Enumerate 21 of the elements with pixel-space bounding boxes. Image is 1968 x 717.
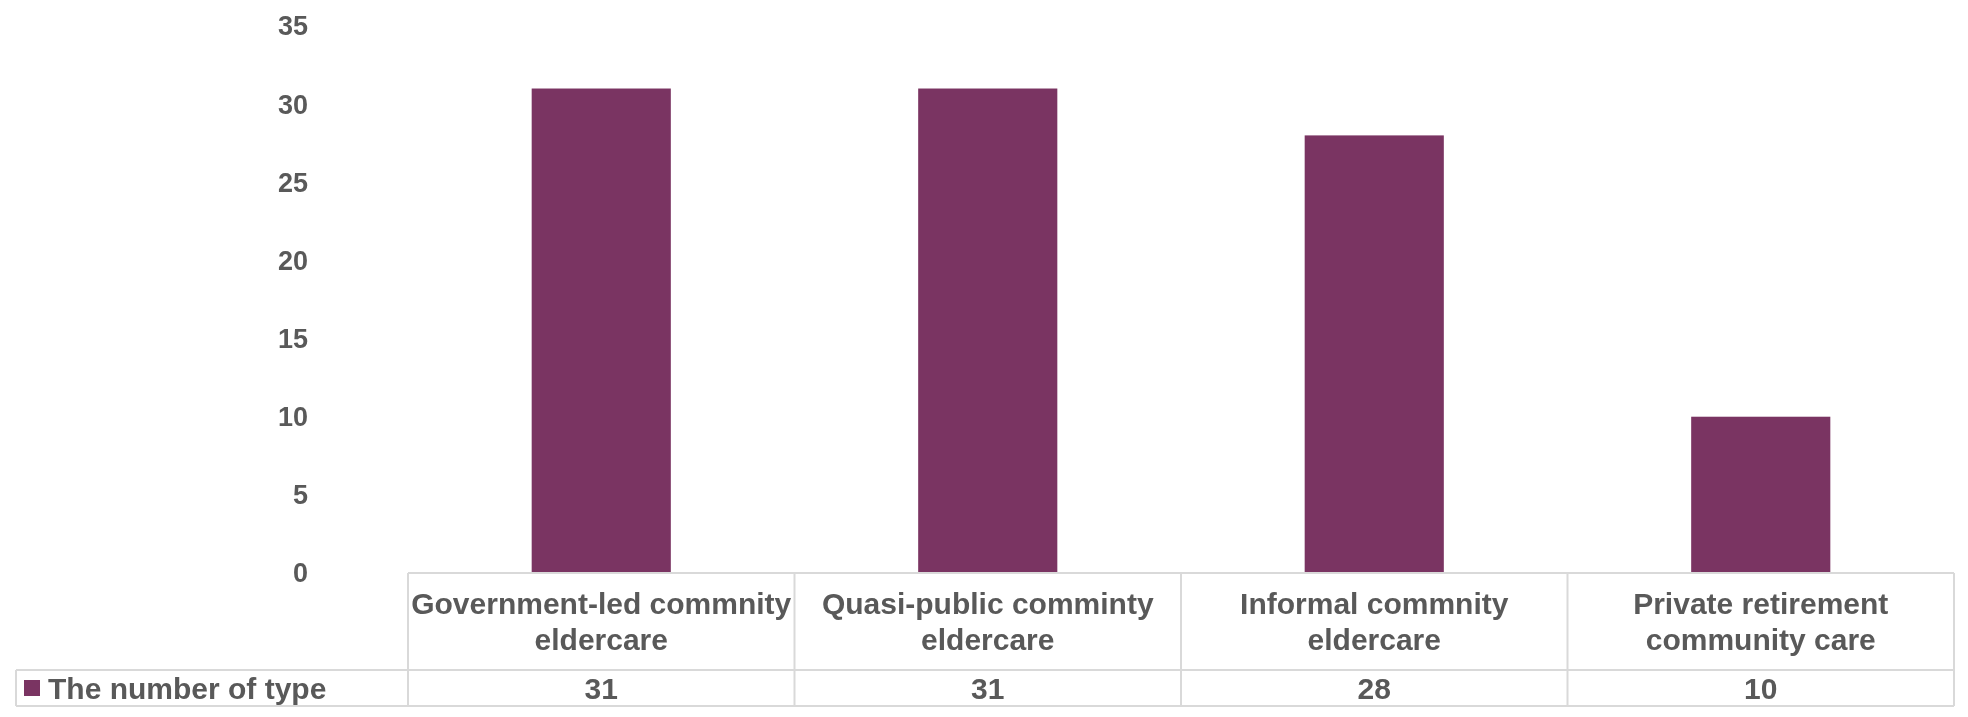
y-tick-label: 25 (277, 167, 308, 198)
data-label: 28 (1357, 671, 1391, 705)
x-tick-label: Informal commnity eldercare (1240, 587, 1509, 656)
bar (531, 88, 671, 573)
y-tick-label: 10 (277, 402, 308, 433)
bar (1304, 135, 1444, 573)
legend-label: The number of type (48, 671, 327, 705)
data-label: 31 (971, 671, 1005, 705)
x-tick-label: Government-led commnity eldercare (411, 587, 792, 656)
data-label: 10 (1744, 671, 1778, 705)
bar (918, 88, 1058, 573)
y-tick-label: 35 (277, 11, 308, 42)
y-tick-label: 30 (277, 89, 308, 120)
y-tick-label: 0 (292, 558, 308, 589)
y-tick-label: 20 (277, 245, 308, 276)
bar (1691, 416, 1831, 573)
x-tick-label: Private retirement community care (1633, 587, 1889, 656)
y-tick-label: 5 (292, 480, 308, 511)
y-tick-label: 15 (277, 324, 308, 355)
data-label: 31 (584, 671, 618, 705)
x-tick-label: Quasi-public comminty eldercare (821, 587, 1154, 656)
